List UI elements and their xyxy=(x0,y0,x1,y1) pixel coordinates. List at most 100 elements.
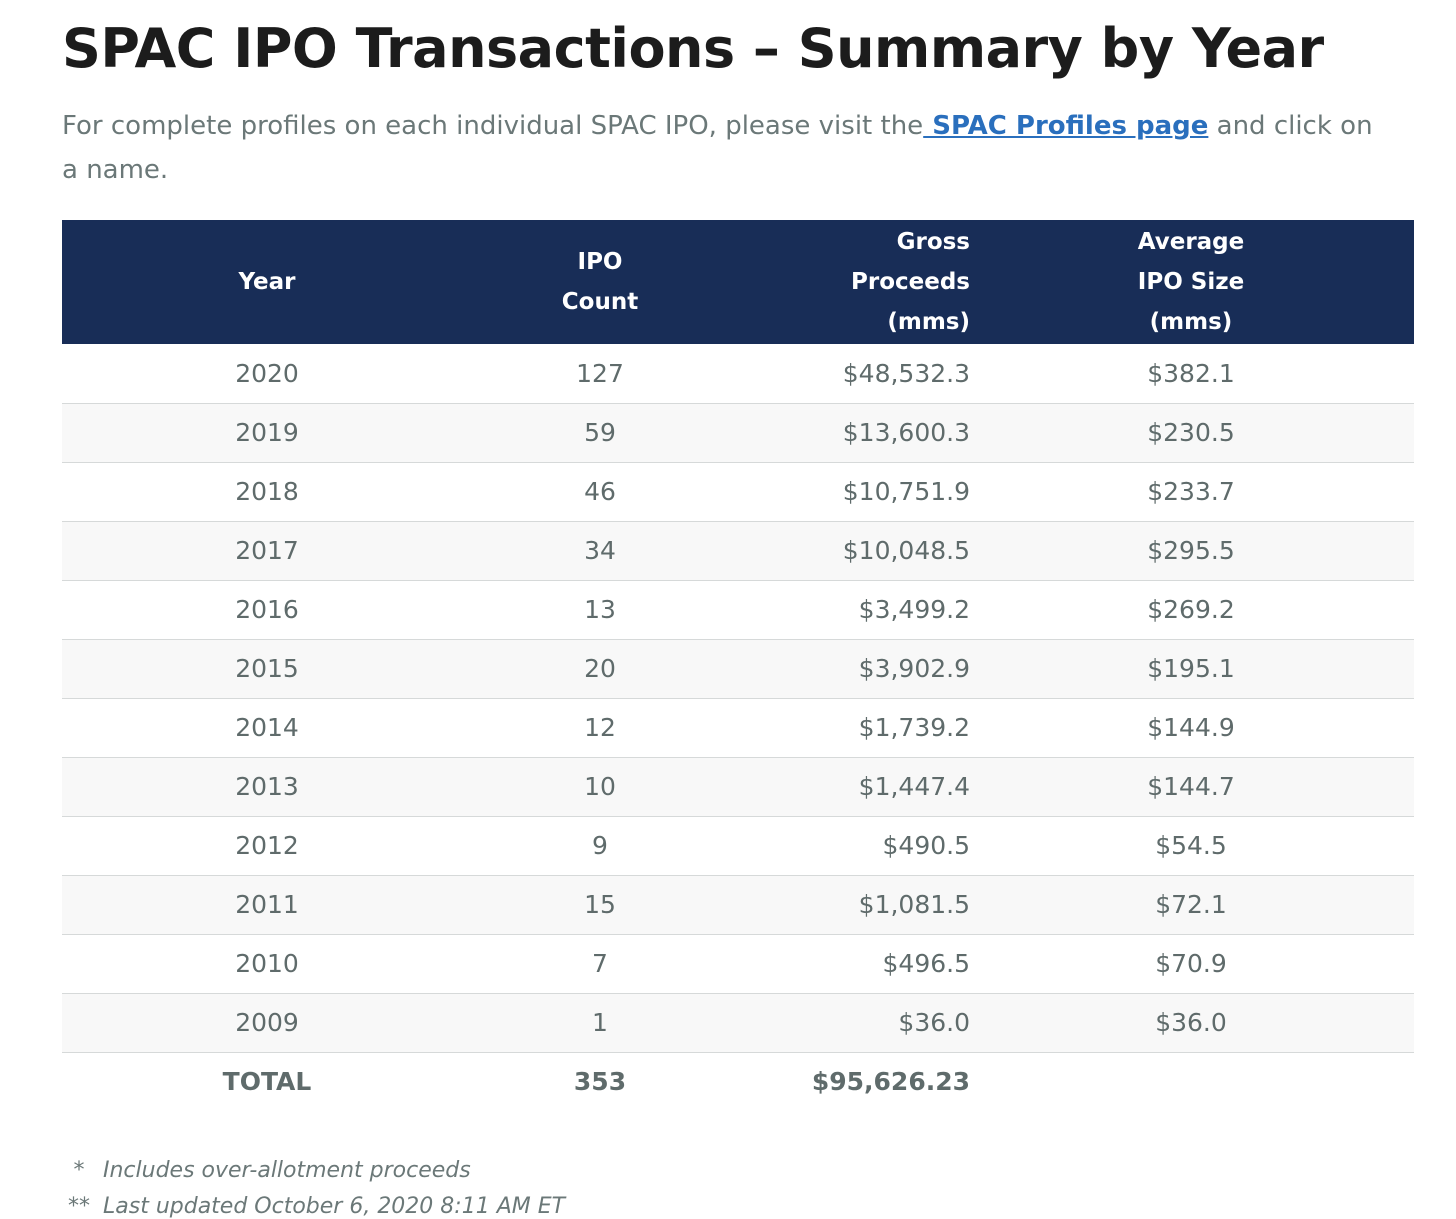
cell-average-value: $70.9 xyxy=(1155,949,1227,978)
cell-year: 2017 xyxy=(235,536,299,565)
header-average-line-3: (mms) xyxy=(1149,309,1233,335)
cell-average-ipo-size: $144.7 xyxy=(970,757,1414,816)
footnotes: * Includes over-allotment proceeds ** La… xyxy=(62,1153,1398,1219)
table-row: 2018 46 $10,751.9 $233.7 xyxy=(62,462,1414,521)
table-row: 2020 127 $48,532.3 $382.1 xyxy=(62,344,1414,403)
footnote-mark: ** xyxy=(68,1194,90,1219)
cell-average-value: $382.1 xyxy=(1147,358,1235,388)
header-year-label: Year xyxy=(238,269,296,295)
header-average-ipo-size: Average IPO Size (mms) xyxy=(970,220,1414,344)
cell-average-ipo-size: $195.1 xyxy=(970,639,1414,698)
cell-year: 2013 xyxy=(235,772,299,801)
table-total-row: TOTAL 353 $95,626.23 xyxy=(62,1052,1414,1111)
cell-year: 2018 xyxy=(235,477,299,506)
cell-year: 2012 xyxy=(235,831,299,860)
cell-average-ipo-size: $382.1 xyxy=(970,344,1414,403)
intro-paragraph: For complete profiles on each individual… xyxy=(62,104,1382,192)
page-title: SPAC IPO Transactions – Summary by Year xyxy=(62,17,1324,80)
cell-average-ipo-size: $54.5 xyxy=(970,816,1414,875)
table-row: 2011 15 $1,081.5 $72.1 xyxy=(62,875,1414,934)
cell-gross-proceeds: $1,081.5 xyxy=(858,890,970,919)
cell-ipo-count: 1 xyxy=(592,1008,608,1037)
cell-average-ipo-size: $230.5 xyxy=(970,403,1414,462)
cell-gross-proceeds: $490.5 xyxy=(882,831,970,860)
spac-summary-table: Year IPO Count Gross Proceeds (mms) Aver… xyxy=(62,220,1414,1111)
cell-average-value: $295.5 xyxy=(1147,536,1235,565)
cell-ipo-count: 9 xyxy=(592,831,608,860)
cell-year: 2019 xyxy=(235,418,299,447)
cell-ipo-count: 59 xyxy=(584,418,616,447)
cell-average-ipo-size: $233.7 xyxy=(970,462,1414,521)
total-average-ipo-size xyxy=(970,1052,1414,1111)
cell-average-ipo-size: $72.1 xyxy=(970,875,1414,934)
total-gross-proceeds: $95,626.23 xyxy=(811,1067,970,1097)
cell-average-value: $230.5 xyxy=(1147,418,1235,447)
spac-profiles-link[interactable]: SPAC Profiles page xyxy=(923,111,1209,141)
cell-year: 2015 xyxy=(235,654,299,683)
table-header: Year IPO Count Gross Proceeds (mms) Aver… xyxy=(62,220,1414,344)
cell-average-ipo-size: $70.9 xyxy=(970,934,1414,993)
footnote-item: ** Last updated October 6, 2020 8:11 AM … xyxy=(62,1189,1398,1219)
header-ipo-count-line-2: Count xyxy=(561,289,639,315)
cell-average-value: $144.7 xyxy=(1147,772,1235,801)
table-row: 2015 20 $3,902.9 $195.1 xyxy=(62,639,1414,698)
table-row: 2012 9 $490.5 $54.5 xyxy=(62,816,1414,875)
cell-ipo-count: 13 xyxy=(584,595,616,624)
table-row: 2013 10 $1,447.4 $144.7 xyxy=(62,757,1414,816)
header-gross-proceeds: Gross Proceeds (mms) xyxy=(728,220,970,344)
footnote-item: * Includes over-allotment proceeds xyxy=(62,1153,1398,1189)
table-row: 2019 59 $13,600.3 $230.5 xyxy=(62,403,1414,462)
cell-average-value: $72.1 xyxy=(1155,890,1227,919)
cell-gross-proceeds: $496.5 xyxy=(882,949,970,978)
cell-gross-proceeds: $10,048.5 xyxy=(842,536,970,565)
header-ipo-count: IPO Count xyxy=(472,220,728,344)
cell-average-value: $269.2 xyxy=(1147,595,1235,624)
cell-gross-proceeds: $3,499.2 xyxy=(858,595,970,624)
cell-average-ipo-size: $269.2 xyxy=(970,580,1414,639)
cell-average-ipo-size: $36.0 xyxy=(970,993,1414,1052)
cell-ipo-count: 15 xyxy=(584,890,616,919)
cell-average-value: $144.9 xyxy=(1147,713,1235,742)
table-row: 2009 1 $36.0 $36.0 xyxy=(62,993,1414,1052)
table-header-row: Year IPO Count Gross Proceeds (mms) Aver… xyxy=(62,220,1414,344)
cell-average-value: $54.5 xyxy=(1155,831,1227,860)
header-gross-line-1: Gross xyxy=(896,229,970,255)
cell-ipo-count: 12 xyxy=(584,713,616,742)
cell-average-ipo-size: $295.5 xyxy=(970,521,1414,580)
cell-average-value: $233.7 xyxy=(1147,477,1235,506)
header-average-line-2: IPO Size xyxy=(1137,269,1245,295)
cell-ipo-count: 46 xyxy=(584,477,616,506)
header-gross-line-2: Proceeds xyxy=(851,269,970,295)
cell-ipo-count: 127 xyxy=(576,358,624,388)
table-row: 2014 12 $1,739.2 $144.9 xyxy=(62,698,1414,757)
cell-gross-proceeds: $3,902.9 xyxy=(858,654,970,683)
cell-gross-proceeds: $48,532.3 xyxy=(842,358,970,388)
cell-year: 2014 xyxy=(235,713,299,742)
cell-ipo-count: 10 xyxy=(584,772,616,801)
total-ipo-count: 353 xyxy=(573,1067,627,1097)
footnote-text: Includes over-allotment proceeds xyxy=(103,1158,471,1183)
total-label: TOTAL xyxy=(222,1067,312,1097)
cell-gross-proceeds: $10,751.9 xyxy=(842,477,970,506)
page-content: SPAC IPO Transactions – Summary by Year … xyxy=(62,0,1414,1219)
header-average-stack: Average IPO Size (mms) xyxy=(970,222,1412,342)
cell-ipo-count: 34 xyxy=(584,536,616,565)
cell-ipo-count: 20 xyxy=(584,654,616,683)
footnote-text: Last updated October 6, 2020 8:11 AM ET xyxy=(103,1194,566,1219)
cell-average-value: $195.1 xyxy=(1147,654,1235,683)
cell-year: 2011 xyxy=(235,890,299,919)
table-body: 2020 127 $48,532.3 $382.1 2019 59 $13,60… xyxy=(62,344,1414,1111)
cell-year: 2010 xyxy=(235,949,299,978)
cell-average-ipo-size: $144.9 xyxy=(970,698,1414,757)
footnote-mark: * xyxy=(73,1158,85,1183)
cell-gross-proceeds: $13,600.3 xyxy=(842,418,970,447)
cell-year: 2020 xyxy=(235,358,299,388)
intro-text-before: For complete profiles on each individual… xyxy=(62,111,924,141)
table-row: 2010 7 $496.5 $70.9 xyxy=(62,934,1414,993)
cell-ipo-count: 7 xyxy=(592,949,608,978)
intro-text-after: and click on a name. xyxy=(62,111,1373,185)
cell-gross-proceeds: $1,447.4 xyxy=(858,772,970,801)
cell-year: 2009 xyxy=(235,1008,299,1037)
table-row: 2016 13 $3,499.2 $269.2 xyxy=(62,580,1414,639)
table-row: 2017 34 $10,048.5 $295.5 xyxy=(62,521,1414,580)
